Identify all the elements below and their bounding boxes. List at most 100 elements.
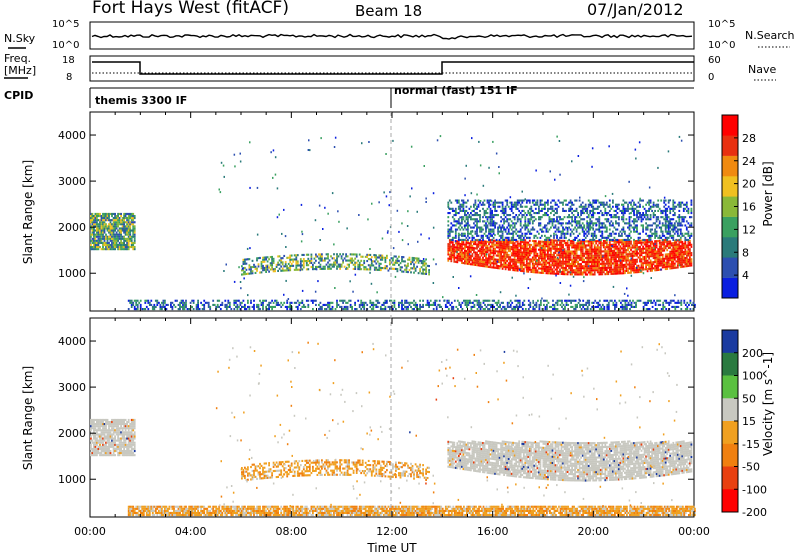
echo-cell [244,305,246,308]
echo-cell [307,264,310,267]
echo-cell [308,259,311,262]
echo-cell [652,261,655,264]
echo-cell [550,260,552,263]
echo-cell [133,221,136,224]
echo-cell [646,228,649,231]
echo-cell [628,263,631,266]
echo-cell [687,222,690,225]
echo-cell [596,218,599,221]
echo-cell [462,234,465,237]
echo-cell [684,203,687,206]
echo-cell [616,238,619,241]
echo-cell [480,254,483,257]
echo-cell [440,305,443,308]
echo-cell [507,218,510,221]
echo-cell [605,254,608,257]
echo-cell [648,253,650,256]
echo-cell [405,305,408,308]
echo-cell [622,257,625,260]
echo-cell [501,257,504,260]
echo-cell [574,236,576,239]
echo-cell [587,263,590,266]
echo-cell [664,265,667,268]
echo-cell [364,255,367,258]
echo-cell [111,212,113,215]
echo-cell [518,253,521,256]
echo-cell [465,243,468,246]
echo-cell [598,267,601,270]
echo-cell [618,239,620,242]
echo-cell [637,212,640,215]
echo-cell [355,308,358,311]
echo-cell [296,308,299,311]
echo-cell [468,258,471,261]
echo-cell [519,220,522,223]
echo-cell [488,238,490,241]
echo-cell [506,232,509,235]
echo-cell [278,267,281,270]
echo-cell [281,267,284,270]
echo-cell [608,232,611,235]
echo-cell [618,260,620,263]
echo-cell [525,264,528,267]
echo-cell [548,268,551,271]
echo-cell [519,199,522,202]
echo-cell [471,218,474,221]
echo-cell [557,243,560,246]
echo-cell [124,231,127,234]
echo-cell [589,256,592,259]
echo-cell [90,227,92,230]
echo-cell [550,207,552,210]
echo-cell [130,241,133,244]
echo-cell [605,203,608,206]
echo-cell [244,262,246,265]
echo-cell [404,301,406,304]
echo-cell [425,258,427,261]
echo-cell [580,224,582,227]
echo-cell [595,246,598,249]
echo-cell [480,248,483,251]
echo-cell [302,305,305,308]
echo-cell [593,232,596,235]
echo-cell [684,246,687,249]
echo-cell [343,305,346,308]
echo-cell [544,238,546,241]
echo-cell [468,214,471,217]
echo-cell [548,266,551,269]
echo-cell [628,238,631,241]
echo-cell [578,242,581,245]
echo-cell [93,248,95,251]
echo-cell [179,301,181,304]
echo-cell [500,236,502,239]
echo-cell [512,203,515,206]
echo-cell [586,209,589,212]
echo-cell [621,241,623,244]
echo-cell [485,212,487,215]
echo-cell [599,244,602,247]
echo-cell [117,248,119,251]
echo-cell [468,216,471,219]
echo-cell [96,227,98,230]
echo-cell [454,230,457,233]
echo-cell [498,244,501,247]
echo-cell [492,236,495,239]
echo-cell [492,216,495,219]
echo-cell [581,256,584,259]
echo-cell [633,228,635,231]
echo-cell [162,299,165,302]
echo-cell [114,223,116,226]
echo-cell [384,258,387,261]
echo-cell [476,245,478,248]
echo-cell [590,250,593,253]
echo-cell [458,303,461,306]
echo-cell [584,240,587,243]
echo-cell [525,241,528,244]
echo-cell [681,234,684,237]
echo-cell [274,305,276,308]
echo-cell [624,263,626,266]
echo-cell [551,262,554,265]
echo-cell [690,199,693,202]
echo-cell [501,209,504,212]
echo-cell [534,240,537,243]
echo-cell [133,248,136,251]
